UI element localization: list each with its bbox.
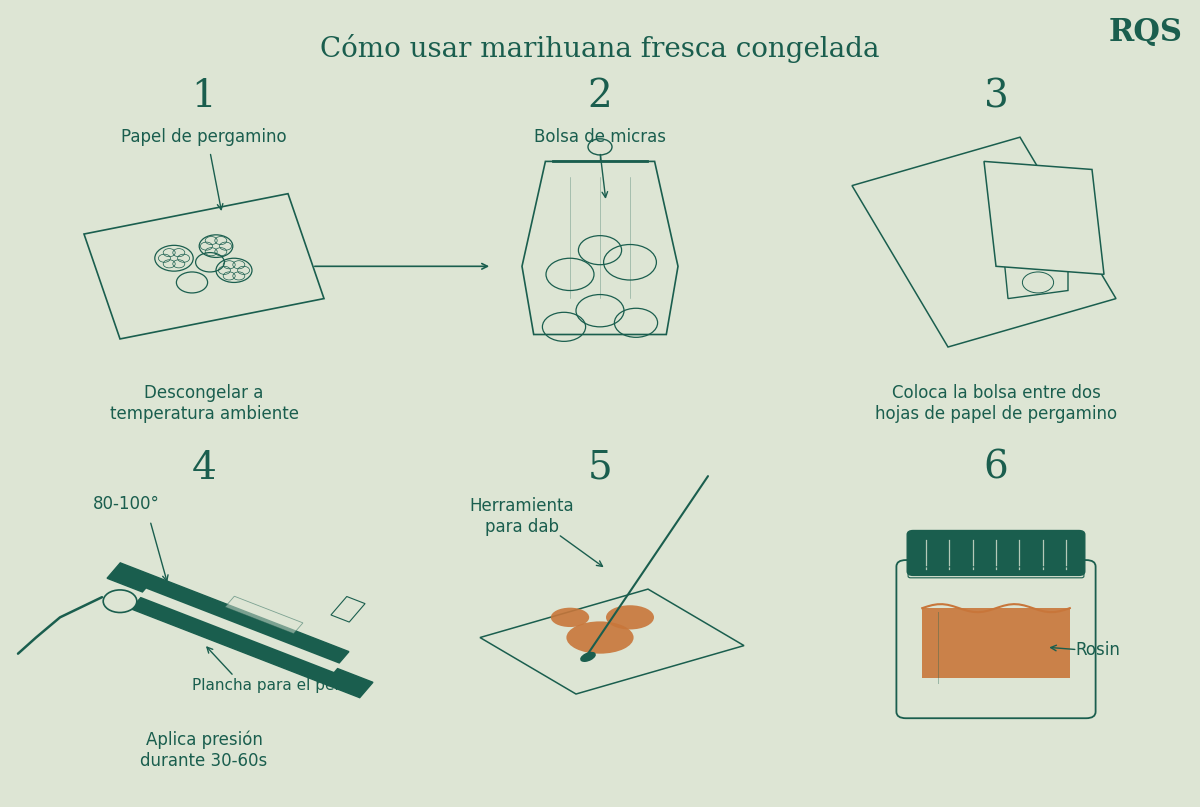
Polygon shape [522,161,678,334]
Text: Rosin: Rosin [1075,641,1121,659]
Text: 2: 2 [588,78,612,115]
Text: Cómo usar marihuana fresca congelada: Cómo usar marihuana fresca congelada [320,34,880,63]
Polygon shape [107,562,349,667]
Text: 80-100°: 80-100° [92,495,160,513]
Text: 6: 6 [984,449,1008,487]
FancyBboxPatch shape [907,530,1085,575]
Ellipse shape [551,608,589,627]
Text: 5: 5 [588,449,612,487]
Circle shape [103,590,137,613]
Polygon shape [480,589,744,694]
Text: Descongelar a
temperatura ambiente: Descongelar a temperatura ambiente [109,384,299,423]
Circle shape [588,139,612,155]
Polygon shape [131,593,373,698]
Text: Herramienta
para dab: Herramienta para dab [469,497,575,536]
Text: Bolsa de micras: Bolsa de micras [534,128,666,146]
Ellipse shape [606,605,654,629]
Polygon shape [139,588,341,672]
Ellipse shape [581,653,595,661]
Polygon shape [226,596,302,633]
Text: 4: 4 [192,449,216,487]
Polygon shape [922,608,1070,678]
Text: 1: 1 [192,78,216,115]
Text: Aplica presión
durante 30-60s: Aplica presión durante 30-60s [140,731,268,770]
Polygon shape [852,137,1116,347]
Ellipse shape [566,621,634,654]
Text: Papel de pergamino: Papel de pergamino [121,128,287,146]
Polygon shape [984,161,1104,274]
Polygon shape [331,596,365,622]
Text: RQS: RQS [1109,17,1183,48]
Polygon shape [996,178,1068,299]
Polygon shape [84,194,324,339]
Text: Coloca la bolsa entre dos
hojas de papel de pergamino: Coloca la bolsa entre dos hojas de papel… [875,384,1117,423]
Text: Plancha para el pelo: Plancha para el pelo [192,679,348,693]
FancyBboxPatch shape [896,560,1096,718]
Text: 3: 3 [984,78,1008,115]
